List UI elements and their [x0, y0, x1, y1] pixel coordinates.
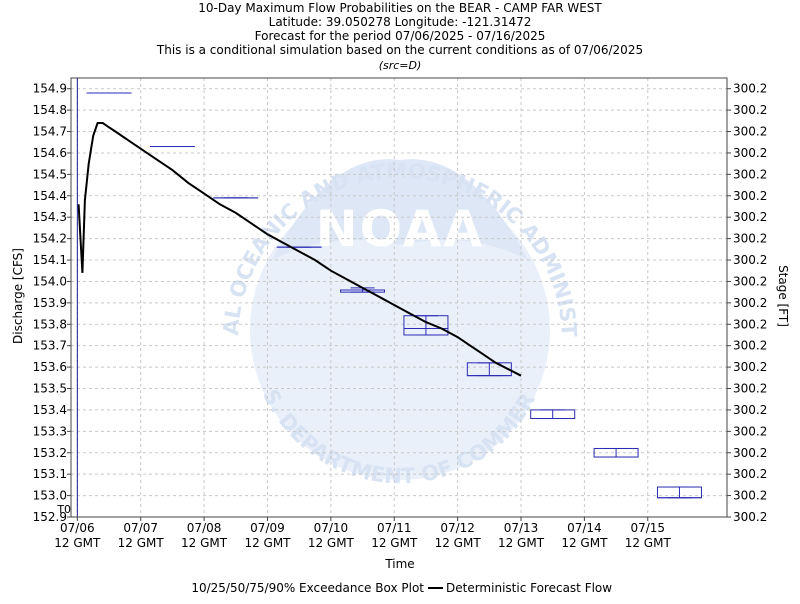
- y2-tick-label: 300.2: [733, 360, 767, 374]
- y-axis-right: 300.2 300.2 300.2 300.2 300.2 300.2 300.2 300.2…: [727, 82, 767, 524]
- y-tick-label: 154.9: [33, 82, 67, 96]
- x-tick-label-date: 07/11: [377, 521, 412, 535]
- box-plot: [657, 487, 701, 498]
- y2-tick-label: 300.2: [733, 489, 767, 503]
- y2-tick-label: 300.2: [733, 317, 767, 331]
- y2-tick-label: 300.2: [733, 167, 767, 181]
- chart-title-line-1: 10-Day Maximum Flow Probabilities on the…: [198, 1, 602, 15]
- y2-tick-label: 300.2: [733, 424, 767, 438]
- y2-axis-label: Stage [FT]: [776, 265, 790, 327]
- x-tick-label-date: 07/15: [630, 521, 665, 535]
- y-tick-label: 154.2: [33, 232, 67, 246]
- chart-title-line-4: This is a conditional simulation based o…: [156, 43, 643, 57]
- x-tick-label-date: 07/14: [567, 521, 602, 535]
- y-tick-label: 153.7: [33, 339, 67, 353]
- x-tick-label-time: 12 GMT: [435, 536, 482, 550]
- y2-tick-label: 300.2: [733, 339, 767, 353]
- t0-label: T0: [56, 503, 71, 516]
- x-tick-label-date: 07/09: [250, 521, 285, 535]
- y-tick-label: 154.6: [33, 146, 67, 160]
- y-tick-label: 153.0: [33, 489, 67, 503]
- x-tick-label-date: 07/10: [314, 521, 349, 535]
- chart-title-line-3: Forecast for the period 07/06/2025 - 07/…: [255, 29, 546, 43]
- noaa-watermark: NOAA NATIONAL OCEANIC AND ATMOSPHERIC AD…: [0, 0, 581, 488]
- x-tick-label-date: 07/08: [187, 521, 222, 535]
- chart-subtitle: (src=D): [379, 59, 422, 72]
- y-tick-label: 154.8: [33, 103, 67, 117]
- y-axis-label: Discharge [CFS]: [11, 248, 25, 344]
- y2-tick-label: 300.2: [733, 125, 767, 139]
- x-axis-label: Time: [384, 557, 414, 571]
- y-tick-label: 153.9: [33, 296, 67, 310]
- box-plot: [531, 410, 575, 419]
- y2-tick-label: 300.2: [733, 103, 767, 117]
- y2-tick-label: 300.2: [733, 146, 767, 160]
- x-tick-label-time: 12 GMT: [181, 536, 228, 550]
- y2-tick-label: 300.2: [733, 446, 767, 460]
- y-tick-label: 153.5: [33, 382, 67, 396]
- x-tick-label-time: 12 GMT: [498, 536, 545, 550]
- y-tick-label: 154.7: [33, 125, 67, 139]
- y-tick-label: 154.3: [33, 210, 67, 224]
- x-tick-label-date: 07/07: [123, 521, 158, 535]
- x-tick-label-time: 12 GMT: [308, 536, 355, 550]
- y-tick-label: 153.4: [33, 403, 67, 417]
- x-tick-label-date: 07/13: [504, 521, 539, 535]
- y2-tick-label: 300.2: [733, 210, 767, 224]
- x-tick-label-time: 12 GMT: [561, 536, 608, 550]
- x-tick-label-date: 07/12: [440, 521, 475, 535]
- y-tick-label: 154.1: [33, 253, 67, 267]
- legend-line-label: Deterministic Forecast Flow: [446, 581, 612, 595]
- y2-tick-label: 300.2: [733, 253, 767, 267]
- legend: 10/25/50/75/90% Exceedance Box Plot Dete…: [191, 581, 612, 595]
- x-tick-label-time: 12 GMT: [54, 536, 101, 550]
- y-tick-label: 153.6: [33, 360, 67, 374]
- watermark-logo-text: NOAA: [316, 200, 484, 258]
- y-tick-label: 153.8: [33, 317, 67, 331]
- y-tick-label: 153.3: [33, 424, 67, 438]
- y2-tick-label: 300.2: [733, 403, 767, 417]
- y-tick-label: 154.0: [33, 274, 67, 288]
- y2-tick-label: 300.2: [733, 189, 767, 203]
- x-tick-label-time: 12 GMT: [118, 536, 165, 550]
- x-tick-label-time: 12 GMT: [371, 536, 418, 550]
- y2-tick-label: 300.2: [733, 232, 767, 246]
- x-tick-label-date: 07/06: [60, 521, 95, 535]
- y-tick-label: 153.1: [33, 467, 67, 481]
- y-axis-left: 152.9153.0153.1153.2153.3153.4153.5153.6…: [33, 82, 71, 524]
- y2-tick-label: 300.2: [733, 510, 767, 524]
- x-tick-label-time: 12 GMT: [244, 536, 291, 550]
- y2-tick-label: 300.2: [733, 82, 767, 96]
- y2-tick-label: 300.2: [733, 274, 767, 288]
- y2-tick-label: 300.2: [733, 296, 767, 310]
- x-tick-label-time: 12 GMT: [625, 536, 672, 550]
- y-tick-label: 154.5: [33, 167, 67, 181]
- y2-tick-label: 300.2: [733, 467, 767, 481]
- chart-title-line-2: Latitude: 39.050278 Longitude: -121.3147…: [269, 15, 532, 29]
- y2-tick-label: 300.2: [733, 382, 767, 396]
- y-tick-label: 154.4: [33, 189, 67, 203]
- y-tick-label: 153.2: [33, 446, 67, 460]
- legend-box-label: 10/25/50/75/90% Exceedance Box Plot: [191, 581, 424, 595]
